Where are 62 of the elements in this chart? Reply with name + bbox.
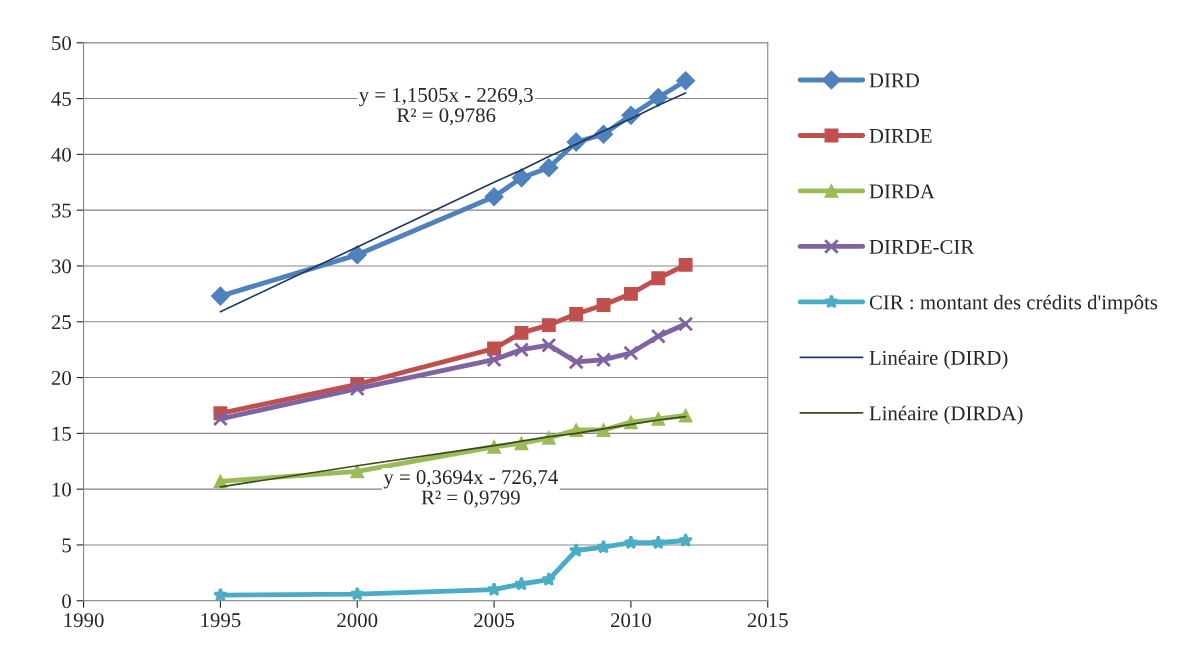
x-tick-label: 2000: [337, 613, 378, 628]
point: [513, 342, 530, 358]
x-tick-label: 2005: [474, 613, 515, 628]
y-tick-label: 0: [62, 594, 71, 609]
point: [595, 352, 612, 368]
point: [650, 535, 666, 550]
point: [213, 587, 228, 601]
legend-label: CIR : montant des crédits d'impôts: [869, 294, 1158, 314]
point: [678, 408, 693, 423]
point: [568, 354, 584, 370]
y-tick-label: 50: [52, 36, 71, 51]
y-tick-label: 10: [52, 482, 71, 497]
legend-label: DIRDE-CIR: [869, 239, 975, 254]
point: [541, 571, 557, 586]
x-tick-label: 1995: [201, 613, 241, 628]
y-tick-label: 45: [51, 92, 71, 106]
point: [486, 352, 502, 368]
point: [623, 535, 639, 550]
x-tick-label: 1990: [64, 613, 104, 628]
point: [347, 245, 367, 265]
x-tick-label: 2015: [747, 613, 788, 628]
y-tick-label: 20: [51, 370, 71, 385]
legend-label: DIRD: [869, 73, 920, 88]
point: [568, 542, 584, 557]
point: [676, 71, 696, 91]
point: [623, 286, 638, 301]
point: [541, 337, 557, 353]
x-tick-label: 2010: [610, 613, 651, 628]
point: [678, 316, 694, 332]
point: [541, 318, 556, 333]
point: [349, 586, 365, 601]
annotation: y = 1,1505x - 2269,3 R² = 0,9786: [358, 87, 533, 126]
point: [539, 158, 559, 178]
point: [484, 187, 504, 207]
y-tick-label: 30: [51, 259, 71, 274]
point: [623, 345, 639, 361]
point: [514, 576, 529, 591]
legend-label: Linéaire (DIRDA): [869, 405, 1023, 425]
y-tick-label: 5: [62, 538, 71, 553]
legend-label: Linéaire (DIRD): [869, 350, 1008, 370]
annotation: y = 0,3694x - 726,74 R² = 0,9799: [383, 470, 558, 508]
point: [650, 328, 666, 344]
point: [569, 307, 584, 321]
point: [514, 325, 529, 340]
point: [651, 271, 666, 286]
y-tick-label: 35: [51, 203, 71, 218]
point: [678, 257, 693, 272]
point: [210, 286, 230, 306]
point: [678, 532, 693, 547]
point: [596, 539, 611, 554]
point: [648, 87, 668, 107]
y-tick-label: 25: [51, 315, 71, 330]
point: [514, 436, 529, 451]
point: [350, 464, 365, 479]
legend-label: DIRDA: [869, 184, 935, 199]
point: [596, 298, 611, 312]
point: [511, 168, 531, 188]
y-tick-label: 40: [51, 147, 71, 162]
point: [349, 381, 365, 397]
y-tick-label: 15: [52, 426, 71, 441]
point: [212, 411, 229, 427]
legend-label: DIRDE: [869, 129, 932, 143]
